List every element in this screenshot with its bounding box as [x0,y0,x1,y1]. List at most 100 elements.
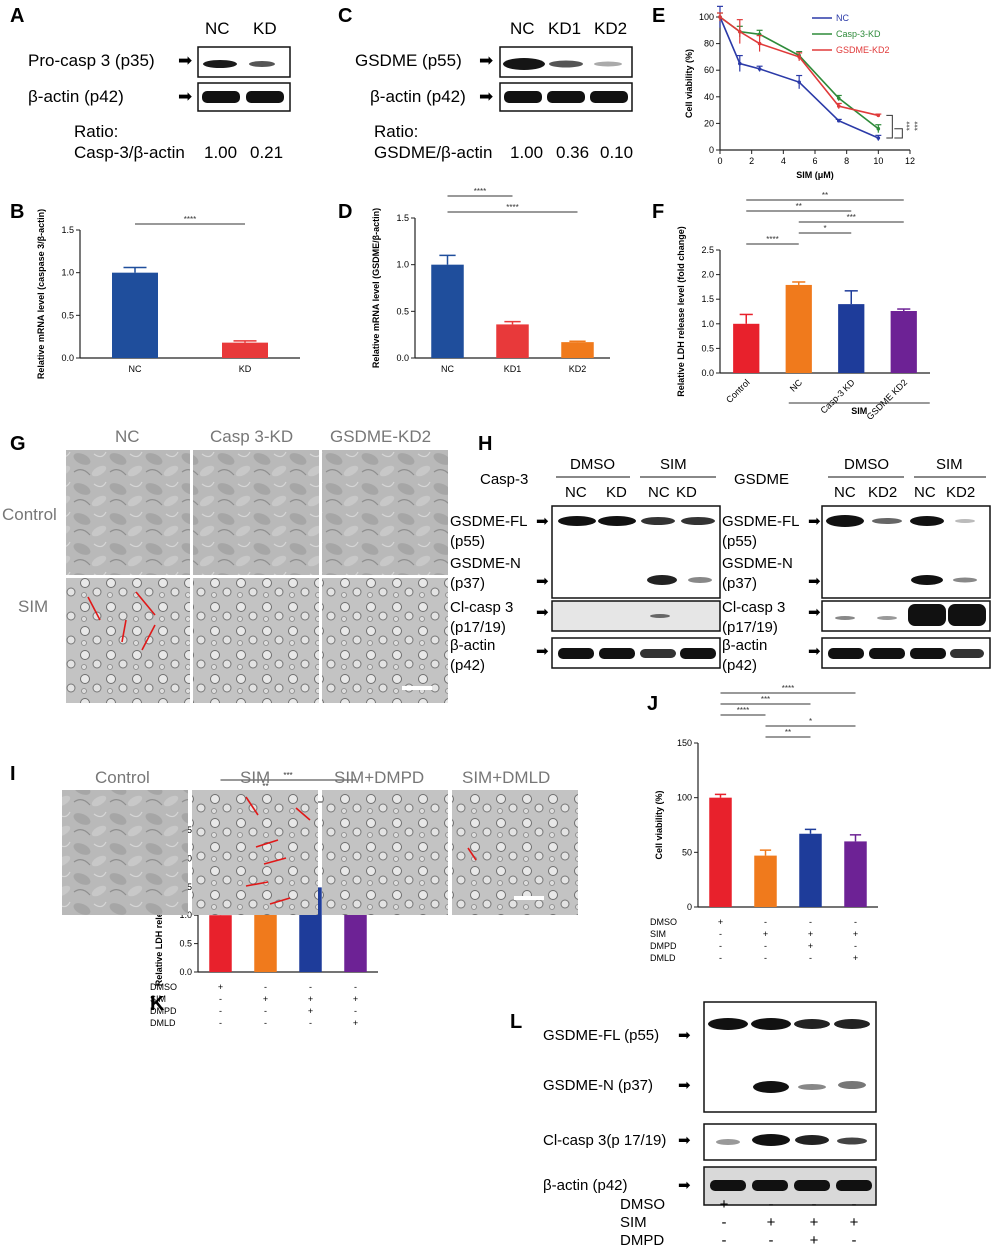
blot-row-label: (p42) [722,657,757,674]
arrow-icon: ➡ [808,513,821,530]
blot-band [826,515,864,527]
blot-band [795,1135,829,1145]
arrow-icon: ➡ [536,643,549,660]
blot-band [594,61,622,67]
bar [785,284,812,373]
y-tick-label: 0.5 [61,310,74,320]
y-tick-label: 2.5 [701,245,714,255]
arrow-icon: ➡ [678,1132,691,1149]
scale-bar [514,896,544,900]
blot-band [834,1019,870,1029]
blot-band [681,517,715,525]
y-tick-label: 40 [704,92,714,102]
blot-band [708,1018,748,1030]
row-label: SIM [18,597,48,616]
y-tick-label: 1.5 [396,213,409,223]
blot-row-label: GSDME-N [450,555,521,572]
blot-title: GSDME [734,471,789,488]
panel-letter: J [647,693,658,715]
chart-panel-d: D 0.0 0.5 1.0 1.5 Relative mRNA level (GSDME/… [338,187,610,374]
condition-mark: - [309,982,312,992]
blot-row-label: β-actin (p42) [28,87,124,106]
significance-label: * [809,717,812,726]
blot-title: Casp-3 [480,471,528,488]
condition-mark: - [219,1006,222,1016]
ratio-value: 1.00 [510,143,543,162]
blot-band [828,648,864,659]
condition-name: SIM [150,994,166,1004]
annotation-arrows [87,591,156,651]
micrograph [192,790,318,915]
panel-letter: D [338,201,352,223]
group-label: SIM [936,456,963,473]
blot-band [680,648,716,659]
micrograph [62,790,188,915]
condition-name: SIM [620,1214,647,1231]
data-point [876,113,881,118]
condition-mark: - [812,1196,817,1213]
ratio-value: 1.00 [204,143,237,162]
blot-band [590,91,628,103]
condition-mark: - [812,1250,817,1253]
panel-letter: K [150,993,165,1015]
panel-letter: B [10,201,24,223]
blot-box [551,600,721,632]
significance-label: ** [262,782,268,791]
lane-label: KD2 [946,484,975,501]
bar [209,915,232,972]
panel-h: H Casp-3 DMSO SIM NC KD NC KD GSDME-FL (… [450,433,991,674]
significance-bracket [894,128,903,139]
significance-label: **** [184,215,196,224]
lane-label: KD2 [868,484,897,501]
significance-label: **** [766,235,778,244]
column-label: SIM+DMLD [462,768,550,787]
blot-band [599,648,635,659]
bar [496,324,529,358]
data-point [836,104,841,108]
condition-mark: - [219,994,222,1004]
arrow-icon: ➡ [178,51,192,70]
y-tick-label: 0.5 [396,306,409,316]
blot-band [503,58,545,70]
y-tick-label: 50 [682,847,692,857]
condition-name: DMLD [650,953,676,963]
panel-letter: L [510,1011,522,1033]
significance-label: *** [847,213,856,222]
significance-label: ** [785,728,791,737]
data-point [797,80,801,84]
data-point [737,61,742,66]
arrow-icon: ➡ [808,604,821,621]
y-tick-label: 80 [704,39,714,49]
blot-band [911,575,943,585]
bar [561,342,594,358]
significance-label: **** [474,187,486,196]
blot-row-label: GSDME-FL (p55) [543,1027,659,1044]
condition-mark: - [264,1018,267,1028]
panel-i: I Control SIM SIM+DMPD SIM+DMLD [10,763,578,915]
y-tick-label: 150 [677,738,692,748]
condition-mark: - [809,917,812,927]
column-label: Casp 3-KD [210,427,293,446]
blot-band [908,604,946,626]
blot-band [246,91,284,103]
panel-letter: A [10,5,24,27]
y-axis-label: Relative mRNA level (caspase 3/β-actin) [36,209,46,379]
blot-band [836,1180,872,1191]
panel-letter: G [10,433,26,455]
blot-band [798,1084,826,1090]
condition-mark: + [353,994,358,1004]
condition-mark: + [763,929,768,939]
condition-mark: - [719,953,722,963]
y-tick-label: 2.0 [701,270,714,280]
lane-label: NC [510,19,535,38]
y-tick-label: 20 [704,118,714,128]
bar [709,797,732,907]
y-tick-label: 1.0 [61,268,74,278]
blot-band [647,575,677,585]
lane-label: NC [834,484,856,501]
x-tick-label: 10 [873,156,883,166]
condition-mark: + [808,941,813,951]
condition-mark: - [264,1006,267,1016]
x-tick-label: KD [239,364,252,374]
